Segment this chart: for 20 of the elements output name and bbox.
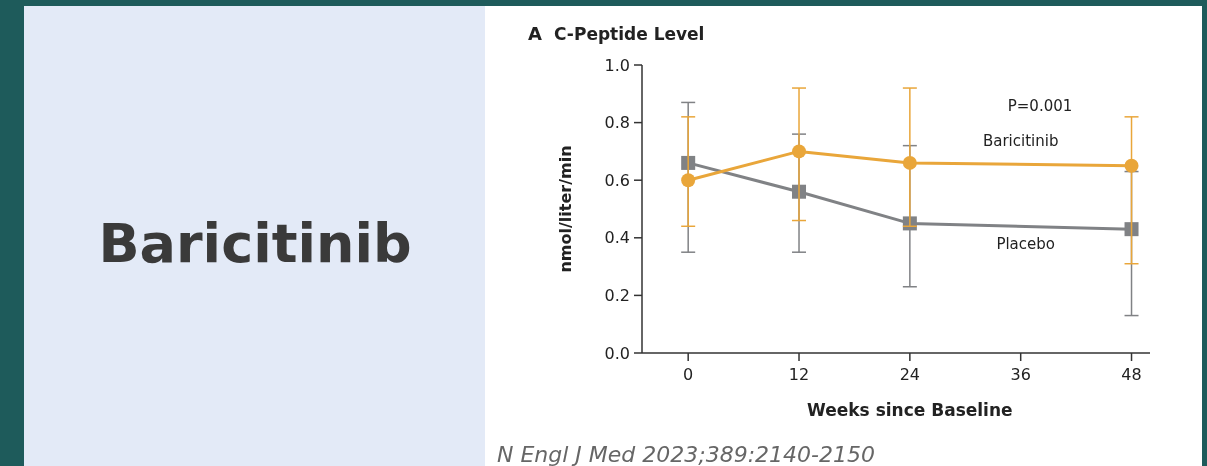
x-tick-label: 48	[1121, 365, 1142, 384]
text: Baricitinib	[98, 212, 412, 275]
y-tick-label: 0.0	[604, 343, 630, 363]
x-tick-label: 24	[899, 365, 921, 384]
y-axis-title: nmol/liter/min	[556, 145, 575, 273]
text: A	[528, 23, 542, 44]
y-tick-label: 0.4	[604, 228, 630, 248]
y-tick-label: 0.6	[604, 170, 630, 190]
series-label: Placebo	[996, 235, 1055, 254]
x-tick-label: 36	[1010, 365, 1031, 384]
y-tick-label: 1.0	[604, 55, 630, 75]
chart-title: C-Peptide Level	[554, 24, 705, 44]
y-tick-label: 0.8	[604, 113, 630, 133]
series-label: Baricitinib	[982, 131, 1059, 150]
text: N Engl J Med 2023;389:2140-2150	[497, 442, 876, 466]
annotation: P=0.001	[1007, 97, 1073, 115]
x-tick-label: 0	[683, 365, 694, 384]
x-tick-label: 12	[788, 365, 810, 384]
y-tick-label: 0.2	[604, 286, 630, 305]
x-axis-title: Weeks since Baseline	[807, 400, 1013, 420]
